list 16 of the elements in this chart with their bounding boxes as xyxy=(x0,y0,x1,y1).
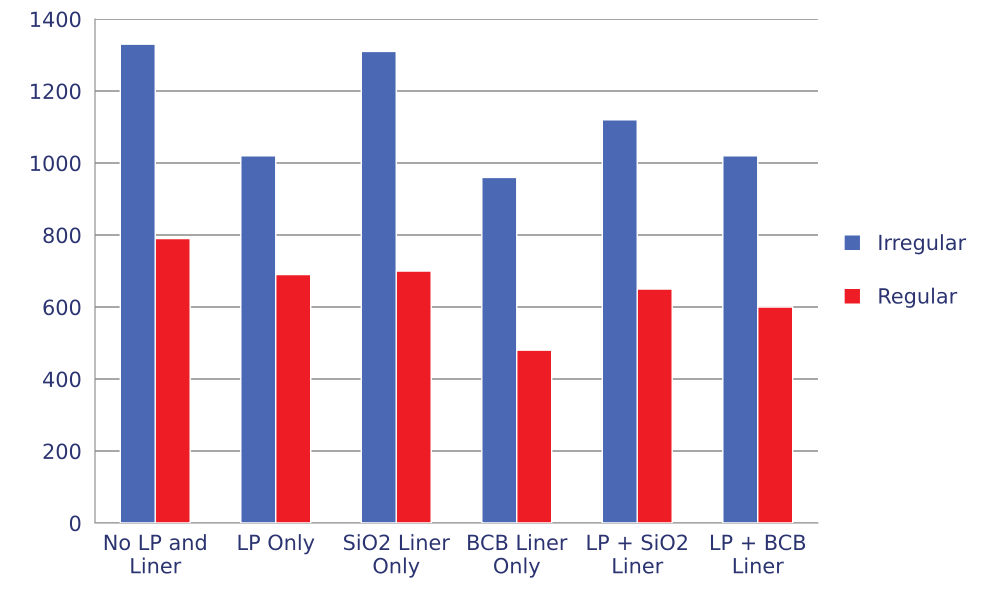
y-tick-label: 800 xyxy=(43,227,80,244)
y-tick-label: 200 xyxy=(44,443,80,460)
x-tick-label: SiO2 Liner Only xyxy=(344,534,450,578)
y-tick-label: 0 xyxy=(70,515,80,532)
x-tick-label: LP + BCB Liner xyxy=(710,534,806,574)
x-tick-label: LP + SiO2 Liner xyxy=(588,534,687,574)
legend-label: Irregular xyxy=(879,234,966,254)
x-tick-label: LP Only xyxy=(238,534,314,554)
y-tick-label: 1000 xyxy=(31,155,80,172)
legend-label: Regular xyxy=(879,288,958,308)
y-tick-label: 600 xyxy=(43,299,80,316)
x-tick-label: BCB Liner Only xyxy=(468,534,568,578)
y-tick-label: 1400 xyxy=(31,11,80,28)
y-tick-label: 400 xyxy=(43,371,80,388)
y-tick-label: 1200 xyxy=(31,83,80,100)
x-tick-label: No LP and Liner xyxy=(104,534,206,574)
